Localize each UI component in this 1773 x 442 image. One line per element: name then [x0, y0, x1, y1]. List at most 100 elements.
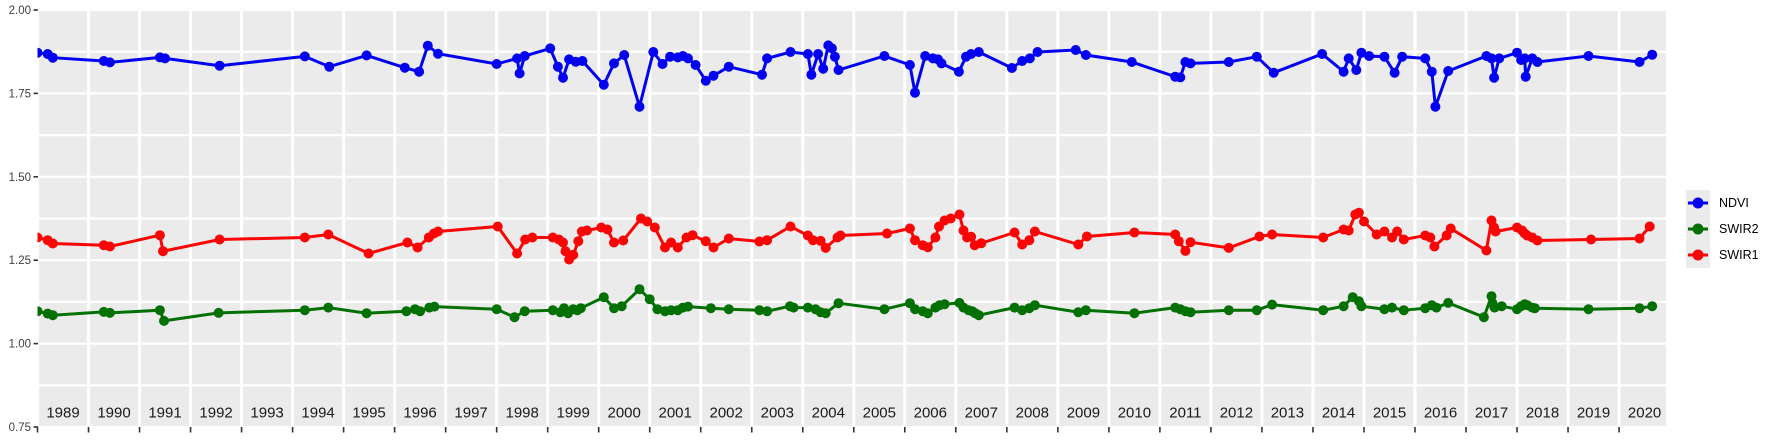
- data-point-swir2: [644, 294, 655, 305]
- legend-item-swir1: SWIR1: [1686, 242, 1759, 268]
- data-point-swir1: [1009, 227, 1020, 238]
- legend-key-swir1: [1686, 242, 1710, 268]
- data-point-ndvi: [936, 58, 947, 69]
- data-point-swir1: [945, 213, 956, 224]
- data-point-swir2: [939, 299, 950, 310]
- data-point-ndvi: [657, 59, 668, 69]
- x-axis-year-label: 1989: [46, 404, 79, 421]
- data-point-ndvi: [1420, 53, 1431, 64]
- data-point-swir1: [922, 242, 933, 253]
- x-axis-year-label: 2017: [1475, 404, 1508, 421]
- data-point-ndvi: [609, 58, 619, 69]
- data-point-swir2: [788, 302, 799, 313]
- data-point-ndvi: [324, 61, 335, 72]
- data-point-swir2: [1443, 297, 1454, 308]
- x-axis-year-label: 2012: [1220, 404, 1253, 421]
- data-point-swir2: [1431, 302, 1442, 313]
- data-point-ndvi: [920, 51, 931, 61]
- x-axis-year-label: 1993: [250, 404, 283, 421]
- data-point-ndvi: [214, 60, 225, 71]
- data-point-swir1: [1371, 229, 1382, 240]
- data-point-swir2: [762, 306, 773, 317]
- data-point-ndvi: [683, 53, 693, 64]
- x-axis-year-label: 2018: [1526, 404, 1559, 421]
- data-point-ndvi: [1126, 57, 1137, 67]
- data-point-swir1: [642, 216, 653, 227]
- data-point-swir1: [402, 237, 413, 248]
- data-point-ndvi: [1379, 51, 1390, 62]
- data-point-swir2: [547, 305, 558, 316]
- data-point-swir1: [158, 246, 168, 257]
- data-point-swir2: [1478, 312, 1489, 323]
- data-point-ndvi: [1070, 45, 1081, 55]
- data-point-swir2: [575, 303, 586, 314]
- data-point-swir2: [299, 305, 310, 316]
- x-axis-year-label: 2002: [710, 404, 743, 421]
- data-point-ndvi: [160, 53, 170, 64]
- data-point-ndvi: [818, 63, 829, 74]
- x-axis-year-label: 2008: [1016, 404, 1049, 421]
- data-point-swir1: [433, 226, 443, 237]
- data-point-swir2: [616, 301, 627, 312]
- series-ndvi: [37, 40, 1658, 113]
- data-point-swir1: [1481, 245, 1492, 256]
- data-point-ndvi: [953, 66, 964, 77]
- data-point-swir2: [754, 305, 765, 316]
- data-point-ndvi: [879, 51, 890, 61]
- data-point-swir2: [213, 307, 224, 318]
- data-point-ndvi: [1006, 63, 1017, 73]
- series-swir2: [37, 284, 1658, 326]
- data-point-ndvi: [1634, 57, 1645, 67]
- data-point-ndvi: [1389, 67, 1400, 78]
- x-axis-year-label: 1990: [97, 404, 130, 421]
- legend-key-ndvi: [1686, 190, 1710, 216]
- data-point-swir2: [154, 305, 165, 316]
- x-axis-year-label: 1997: [454, 404, 487, 421]
- data-point-swir1: [214, 234, 225, 245]
- data-point-swir2: [1223, 305, 1234, 316]
- data-point-swir1: [708, 242, 719, 253]
- data-point-swir1: [672, 242, 683, 253]
- data-point-swir1: [602, 224, 613, 235]
- data-point-swir1: [649, 222, 660, 233]
- data-point-swir2: [1387, 302, 1397, 313]
- data-point-swir2: [47, 310, 58, 321]
- y-axis-tick-label: 1.75: [9, 88, 31, 100]
- data-point-ndvi: [1583, 51, 1594, 61]
- data-point-swir1: [299, 232, 310, 243]
- data-point-swir1: [1425, 232, 1436, 243]
- legend-key-dot: [1692, 249, 1704, 261]
- data-point-swir1: [723, 233, 734, 244]
- data-point-swir2: [104, 307, 115, 318]
- data-point-swir1: [154, 230, 165, 241]
- data-point-swir1: [820, 242, 831, 253]
- data-point-swir1: [558, 237, 568, 248]
- data-point-ndvi: [1024, 53, 1035, 64]
- data-point-ndvi: [1520, 71, 1531, 82]
- data-point-swir2: [1583, 304, 1594, 315]
- data-point-ndvi: [37, 47, 43, 58]
- data-point-swir1: [412, 242, 423, 253]
- data-point-swir1: [1445, 223, 1456, 234]
- data-point-ndvi: [910, 87, 920, 98]
- data-point-ndvi: [1032, 47, 1043, 57]
- data-point-swir1: [582, 225, 592, 236]
- x-axis-year-label: 1999: [557, 404, 590, 421]
- x-axis-year-label: 2015: [1373, 404, 1406, 421]
- data-point-swir2: [910, 304, 920, 315]
- data-point-swir1: [1379, 226, 1390, 237]
- data-point-swir2: [401, 306, 412, 317]
- x-axis-year-label: 2001: [659, 404, 692, 421]
- x-axis-year-label: 2006: [914, 404, 947, 421]
- x-axis-year-label: 2014: [1322, 404, 1355, 421]
- data-point-ndvi: [104, 57, 115, 68]
- data-point-swir2: [1496, 301, 1507, 312]
- data-point-swir1: [47, 238, 58, 249]
- data-point-swir1: [882, 228, 892, 239]
- legend-key-swir2: [1686, 216, 1710, 242]
- data-point-ndvi: [1519, 53, 1530, 64]
- x-axis-year-label: 2009: [1067, 404, 1100, 421]
- data-point-swir2: [1073, 307, 1084, 318]
- x-axis-year-label: 2016: [1424, 404, 1457, 421]
- data-point-swir2: [1080, 305, 1091, 316]
